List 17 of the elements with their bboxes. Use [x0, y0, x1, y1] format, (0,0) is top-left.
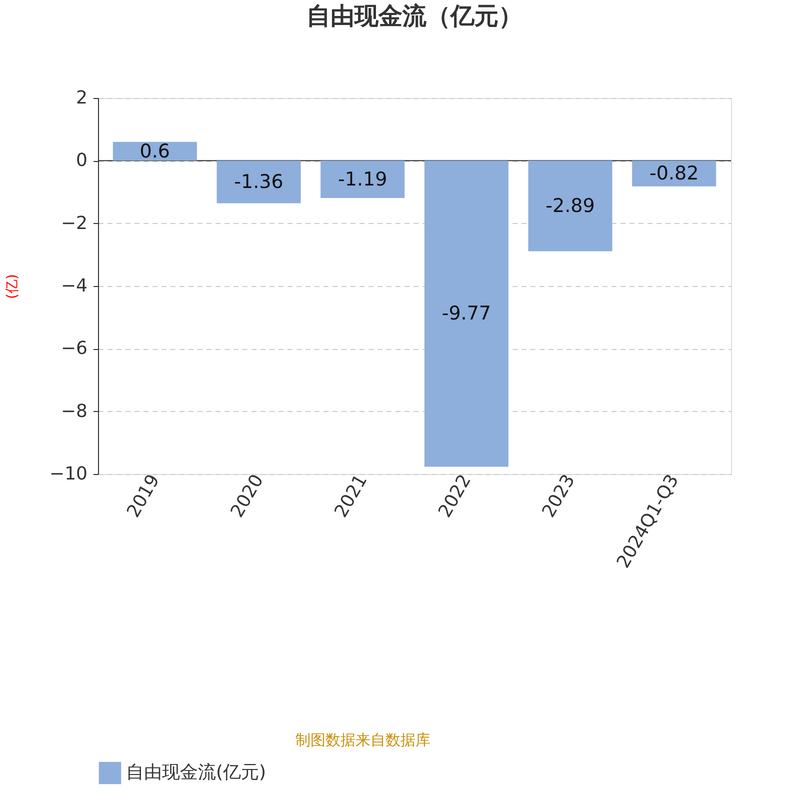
- y-tick-label: 2: [76, 88, 88, 108]
- text: 制图数据来自数据库: [296, 731, 430, 749]
- y-tick-label: −4: [60, 276, 88, 296]
- legend-label: 自由现金流(亿元): [126, 762, 266, 783]
- y-tick-label: −6: [60, 338, 88, 360]
- data-label: -2.89: [546, 194, 595, 217]
- data-label: -0.82: [649, 162, 699, 185]
- data-label: 0.6: [140, 140, 170, 162]
- data-label: -1.36: [234, 170, 284, 193]
- data-label: -1.19: [338, 168, 388, 190]
- data-label: -9.77: [442, 302, 492, 325]
- y-tick-label: 0: [76, 150, 88, 172]
- y-tick-label: −10: [50, 464, 88, 484]
- y-tick-label: −2: [60, 212, 88, 234]
- y-axis-title: (亿): [4, 274, 21, 299]
- y-tick-label: −8: [60, 400, 88, 422]
- chart-title: 自由现金流（亿元）: [306, 2, 522, 30]
